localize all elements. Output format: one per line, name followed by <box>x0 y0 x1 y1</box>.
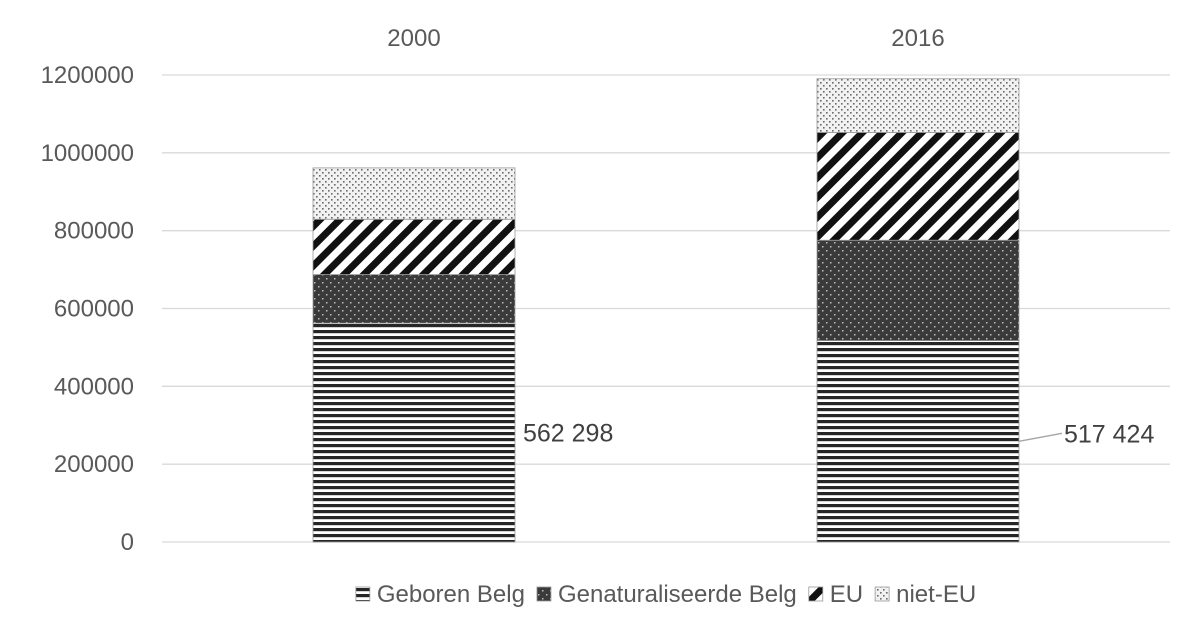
legend-label: Geboren Belg <box>377 581 525 608</box>
legend-label: Genaturaliseerde Belg <box>558 581 797 608</box>
bar-segment <box>312 218 516 275</box>
bar-segment <box>816 340 1020 543</box>
y-tick-label: 400000 <box>54 373 134 400</box>
category-axis: 2000 2016 <box>387 25 944 52</box>
bar-segment <box>816 78 1020 133</box>
bars <box>312 78 1020 543</box>
data-labels: 562 298 517 424 <box>523 420 1154 449</box>
y-axis: 0 200000 400000 600000 800000 1000000 1200000 <box>41 62 134 556</box>
leader-line <box>1018 432 1063 443</box>
bar-segment <box>312 167 516 220</box>
data-label: 517 424 <box>1064 420 1154 448</box>
legend: Geboren Belg Genaturaliseerde Belg EU niet-… <box>355 581 976 608</box>
bar-segment <box>312 322 516 543</box>
bar-segment <box>816 132 1020 241</box>
bar-segment <box>312 274 516 324</box>
legend-label: EU <box>830 581 863 608</box>
y-tick-label: 1000000 <box>41 140 134 167</box>
legend-swatch <box>536 586 552 602</box>
category-label: 2000 <box>387 25 440 52</box>
y-tick-label: 800000 <box>54 218 134 245</box>
category-label: 2016 <box>891 25 944 52</box>
legend-swatch <box>355 586 371 602</box>
legend-swatch <box>874 586 890 602</box>
bar-segment <box>816 239 1020 342</box>
y-tick-label: 200000 <box>54 451 134 478</box>
y-tick-label: 0 <box>121 529 134 556</box>
legend-label: niet-EU <box>896 581 976 608</box>
y-tick-label: 600000 <box>54 296 134 323</box>
y-tick-label: 1200000 <box>41 62 134 89</box>
legend-swatch <box>808 586 824 602</box>
data-label: 562 298 <box>523 420 613 448</box>
